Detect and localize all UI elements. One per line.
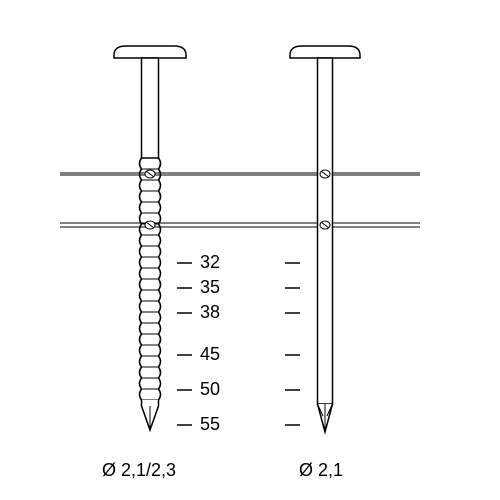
ring-nail-diameter: Ø 2,1/2,3 <box>102 460 176 481</box>
measurement-label: 38 <box>200 302 220 323</box>
measurement-label: 32 <box>200 252 220 273</box>
measurement-label: 50 <box>200 379 220 400</box>
measurement-label: 55 <box>200 414 220 435</box>
measurement-label: 45 <box>200 344 220 365</box>
nail-diagram <box>0 0 500 500</box>
smooth-nail-diameter: Ø 2,1 <box>299 460 343 481</box>
measurement-label: 35 <box>200 277 220 298</box>
